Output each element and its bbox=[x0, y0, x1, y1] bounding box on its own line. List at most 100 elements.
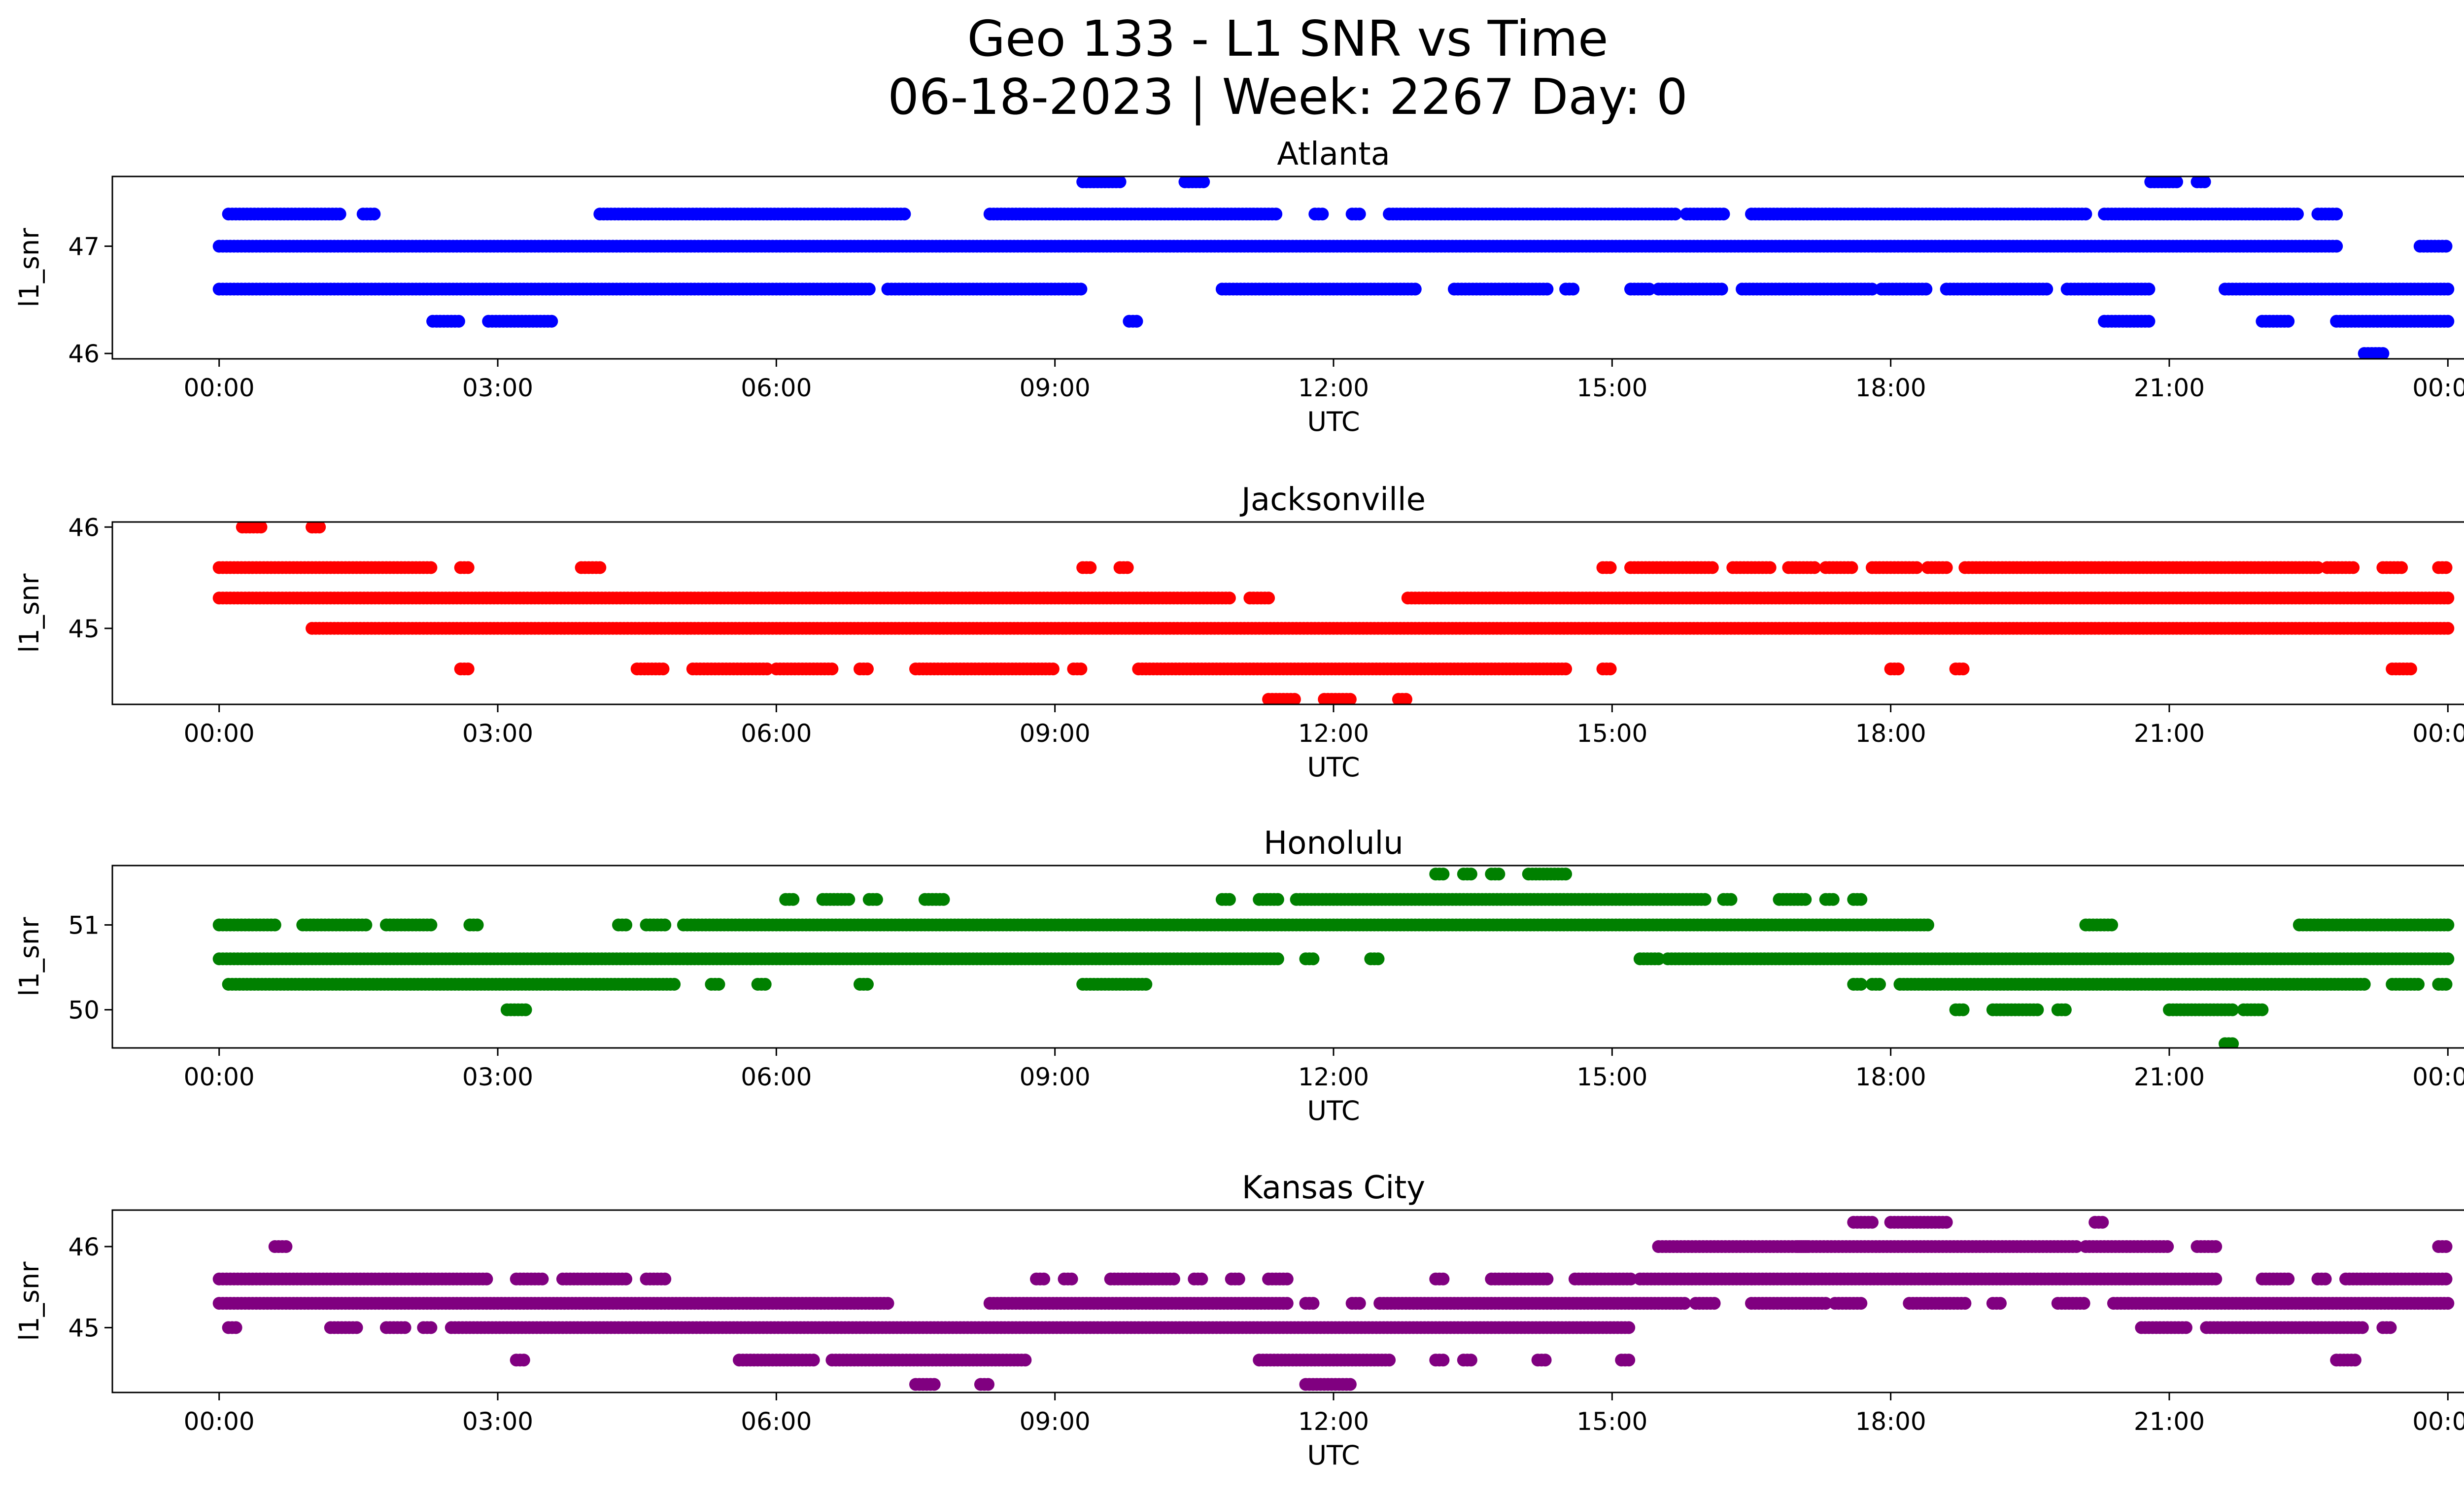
data-point bbox=[1269, 208, 1283, 221]
data-point bbox=[2079, 208, 2092, 221]
x-tick-label: 03:00 bbox=[462, 719, 533, 748]
x-tick-label: 03:00 bbox=[462, 1063, 533, 1091]
plot-frame bbox=[111, 521, 2464, 705]
data-point bbox=[937, 893, 950, 906]
data-point bbox=[2439, 561, 2453, 574]
x-tick-label: 12:00 bbox=[1298, 719, 1369, 748]
data-point bbox=[1559, 868, 1573, 881]
data-point bbox=[2441, 591, 2455, 605]
data-point bbox=[333, 208, 346, 221]
data-point bbox=[2441, 918, 2455, 932]
figure-title: Geo 133 - L1 SNR vs Time 06-18-2023 | We… bbox=[0, 10, 2464, 126]
data-point bbox=[1437, 868, 1450, 881]
x-tick-label: 06:00 bbox=[741, 1063, 812, 1091]
data-point bbox=[1604, 662, 1617, 676]
x-axis-label: UTC bbox=[1307, 406, 1360, 437]
x-tick-label: 00:00 bbox=[184, 1063, 255, 1091]
data-point bbox=[1808, 561, 1821, 574]
data-point bbox=[1197, 176, 1210, 188]
data-point bbox=[1706, 561, 1719, 574]
data-point bbox=[368, 208, 381, 221]
data-point bbox=[1567, 282, 1580, 296]
data-point bbox=[1343, 693, 1357, 704]
x-tick-label: 21:00 bbox=[2134, 1063, 2205, 1091]
data-point bbox=[656, 662, 670, 676]
data-point bbox=[1919, 282, 1933, 296]
data-point bbox=[1353, 208, 1366, 221]
x-tick-label: 00:00 bbox=[2412, 1063, 2464, 1091]
data-point bbox=[1763, 561, 1777, 574]
data-point bbox=[2347, 561, 2360, 574]
data-point bbox=[1262, 591, 1275, 605]
data-point bbox=[2439, 240, 2453, 253]
data-point bbox=[2441, 952, 2455, 966]
data-point bbox=[619, 918, 633, 932]
data-point bbox=[760, 662, 774, 676]
data-point bbox=[1223, 591, 1236, 605]
data-point bbox=[2226, 1003, 2239, 1016]
data-point bbox=[2040, 282, 2053, 296]
data-point bbox=[758, 977, 772, 991]
x-tick-label: 06:00 bbox=[741, 719, 812, 748]
plot-frame bbox=[111, 175, 2464, 360]
data-point bbox=[1130, 314, 1143, 328]
data-point bbox=[1910, 561, 1923, 574]
data-point bbox=[2198, 176, 2211, 188]
data-point bbox=[2412, 977, 2425, 991]
data-point bbox=[2142, 314, 2156, 328]
figure-title-line-2: 06-18-2023 | Week: 2267 Day: 0 bbox=[888, 68, 1688, 126]
x-tick-label: 15:00 bbox=[1576, 719, 1647, 748]
y-tick-label: 46 bbox=[68, 340, 100, 368]
scatter-points bbox=[212, 522, 2455, 704]
y-axis-label: l1_snr bbox=[14, 573, 45, 653]
data-point bbox=[1408, 282, 1422, 296]
x-tick-label: 18:00 bbox=[1855, 1063, 1926, 1091]
data-point bbox=[268, 918, 281, 932]
data-point bbox=[1074, 662, 1088, 676]
data-point bbox=[452, 314, 465, 328]
x-axis-label: UTC bbox=[1307, 1095, 1360, 1126]
data-point bbox=[1084, 561, 1097, 574]
x-tick-label: 09:00 bbox=[1020, 719, 1091, 748]
data-point bbox=[2256, 1003, 2269, 1016]
data-point bbox=[254, 522, 268, 534]
data-point bbox=[1866, 282, 1879, 296]
data-point bbox=[861, 977, 874, 991]
y-tick-label: 46 bbox=[68, 513, 100, 542]
data-point bbox=[825, 662, 839, 676]
data-point bbox=[1669, 208, 1682, 221]
data-point bbox=[1940, 561, 1953, 574]
x-axis-label: UTC bbox=[1307, 752, 1360, 783]
data-point bbox=[1492, 868, 1506, 881]
data-point bbox=[1724, 893, 1738, 906]
scatter-points bbox=[212, 868, 2455, 1048]
data-point bbox=[2330, 240, 2343, 253]
x-tick-label: 00:00 bbox=[2412, 719, 2464, 748]
data-point bbox=[1540, 282, 1554, 296]
data-point bbox=[2291, 208, 2304, 221]
data-point bbox=[1288, 693, 1301, 704]
data-point bbox=[1271, 893, 1284, 906]
data-point bbox=[1046, 662, 1060, 676]
x-tick-label: 15:00 bbox=[1576, 374, 1647, 402]
scatter-points bbox=[212, 176, 2455, 359]
data-point bbox=[1113, 176, 1127, 188]
data-point bbox=[861, 662, 874, 676]
y-tick-label: 45 bbox=[68, 615, 100, 643]
data-point bbox=[2170, 176, 2183, 188]
data-point bbox=[712, 977, 725, 991]
data-point bbox=[658, 918, 672, 932]
data-point bbox=[898, 208, 911, 221]
x-tick-label: 12:00 bbox=[1298, 374, 1369, 402]
data-point bbox=[842, 893, 856, 906]
data-point bbox=[359, 918, 373, 932]
data-point bbox=[2330, 208, 2343, 221]
data-point bbox=[424, 918, 438, 932]
x-tick-label: 03:00 bbox=[462, 374, 533, 402]
data-point bbox=[1400, 693, 1412, 704]
data-point bbox=[1139, 977, 1153, 991]
data-point bbox=[2441, 282, 2455, 296]
